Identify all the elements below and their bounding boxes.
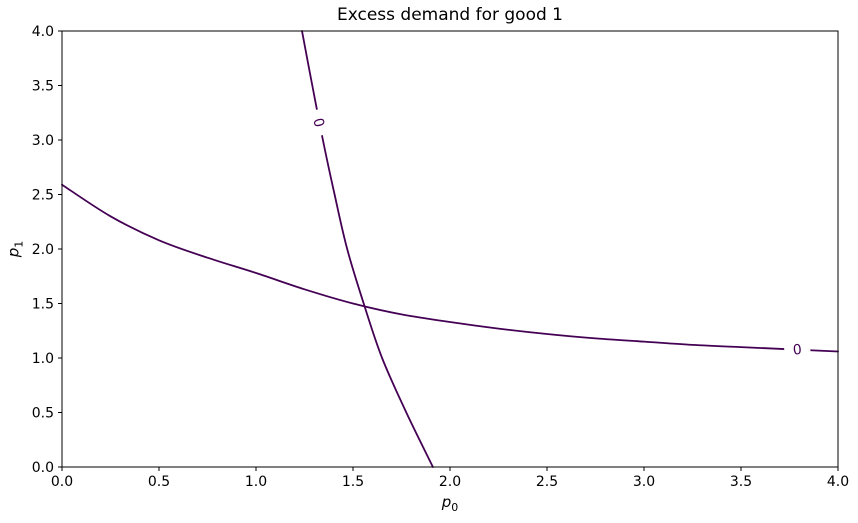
zero-contour-flat-branch-label-group: 0: [783, 339, 811, 359]
y-tick-label: 0.0: [32, 460, 54, 476]
y-tick-label: 1.0: [32, 351, 54, 367]
y-tick-label: 4.0: [32, 24, 54, 40]
y-tick-label: 2.5: [32, 188, 54, 204]
y-tick-label: 1.5: [32, 297, 54, 313]
x-axis-label: p0: [62, 493, 838, 514]
y-axis-label: p1: [5, 241, 26, 258]
x-tick-label: 2.0: [439, 474, 461, 490]
x-axis-label-subscript: 0: [451, 501, 459, 514]
x-tick-label: 0.0: [51, 474, 73, 490]
y-axis-label-subscript: 1: [12, 240, 26, 248]
y-axis-label-variable: p: [4, 247, 23, 258]
chart-title: Excess demand for good 1: [336, 5, 563, 25]
zero-contour-flat-branch: [61, 183, 839, 353]
plot-background: [62, 31, 838, 467]
y-tick-label: 3.5: [32, 79, 54, 95]
x-tick-label: 4.0: [827, 474, 849, 490]
contour-label: 0: [309, 116, 327, 129]
contour-label: 0: [792, 342, 802, 359]
x-axis-label-variable: p: [441, 493, 452, 511]
x-tick-label: 3.0: [633, 474, 655, 490]
zero-contour-steep-branch-label-group: 0: [307, 107, 331, 138]
contour-label-gap: [307, 107, 331, 138]
x-tick-label: 2.5: [536, 474, 558, 490]
contour-label-gap: [783, 339, 811, 359]
zero-contour-steep-branch: [301, 30, 434, 468]
x-tick-label: 1.5: [342, 474, 364, 490]
y-tick-label: 3.0: [32, 133, 54, 149]
x-tick-label: 1.0: [245, 474, 267, 490]
x-tick-label: 3.5: [730, 474, 752, 490]
y-tick-label: 0.5: [32, 406, 54, 422]
y-tick-label: 2.0: [32, 242, 54, 258]
x-tick-label: 0.5: [148, 474, 170, 490]
